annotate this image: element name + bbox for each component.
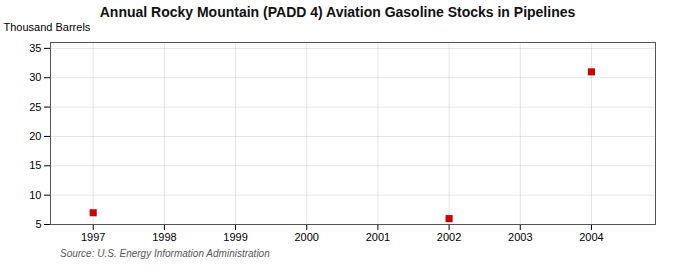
svg-text:2002: 2002 — [437, 231, 461, 243]
svg-text:2000: 2000 — [294, 231, 318, 243]
svg-text:5: 5 — [35, 218, 41, 230]
svg-text:1998: 1998 — [152, 231, 176, 243]
html-text:Annual Rocky Mountain (PADD 4): Annual Rocky Mountain (PADD 4) Aviation … — [99, 4, 576, 20]
svg-text:35: 35 — [29, 42, 41, 54]
svg-text:2001: 2001 — [366, 231, 390, 243]
svg-text:Thousand Barrels: Thousand Barrels — [4, 21, 91, 33]
svg-text:10: 10 — [29, 189, 41, 201]
svg-text:30: 30 — [29, 71, 41, 83]
svg-text:25: 25 — [29, 101, 41, 113]
svg-text:1997: 1997 — [81, 231, 105, 243]
html-text:Source: U.S. Energy Informatio: Source: U.S. Energy Information Administ… — [60, 248, 270, 259]
svg-text:15: 15 — [29, 159, 41, 171]
svg-text:20: 20 — [29, 130, 41, 142]
svg-text:2003: 2003 — [508, 231, 532, 243]
svg-text:2004: 2004 — [579, 231, 603, 243]
svg-text:1999: 1999 — [223, 231, 247, 243]
